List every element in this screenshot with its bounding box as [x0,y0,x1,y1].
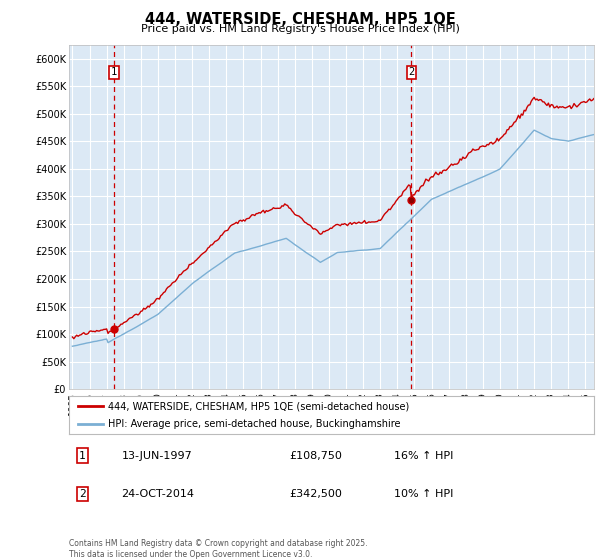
Text: 13-JUN-1997: 13-JUN-1997 [121,451,192,461]
Text: 1: 1 [79,451,86,461]
Text: 444, WATERSIDE, CHESHAM, HP5 1QE: 444, WATERSIDE, CHESHAM, HP5 1QE [145,12,455,27]
Text: 24-OCT-2014: 24-OCT-2014 [121,489,194,499]
Text: 2: 2 [408,67,415,77]
Text: £342,500: £342,500 [290,489,343,499]
Text: 10% ↑ HPI: 10% ↑ HPI [395,489,454,499]
Text: 2: 2 [79,489,86,499]
Text: 444, WATERSIDE, CHESHAM, HP5 1QE (semi-detached house): 444, WATERSIDE, CHESHAM, HP5 1QE (semi-d… [109,401,410,411]
Text: HPI: Average price, semi-detached house, Buckinghamshire: HPI: Average price, semi-detached house,… [109,419,401,430]
Text: 1: 1 [111,67,117,77]
Text: 16% ↑ HPI: 16% ↑ HPI [395,451,454,461]
Text: Price paid vs. HM Land Registry's House Price Index (HPI): Price paid vs. HM Land Registry's House … [140,24,460,34]
Text: Contains HM Land Registry data © Crown copyright and database right 2025.
This d: Contains HM Land Registry data © Crown c… [69,539,367,559]
Text: £108,750: £108,750 [290,451,343,461]
